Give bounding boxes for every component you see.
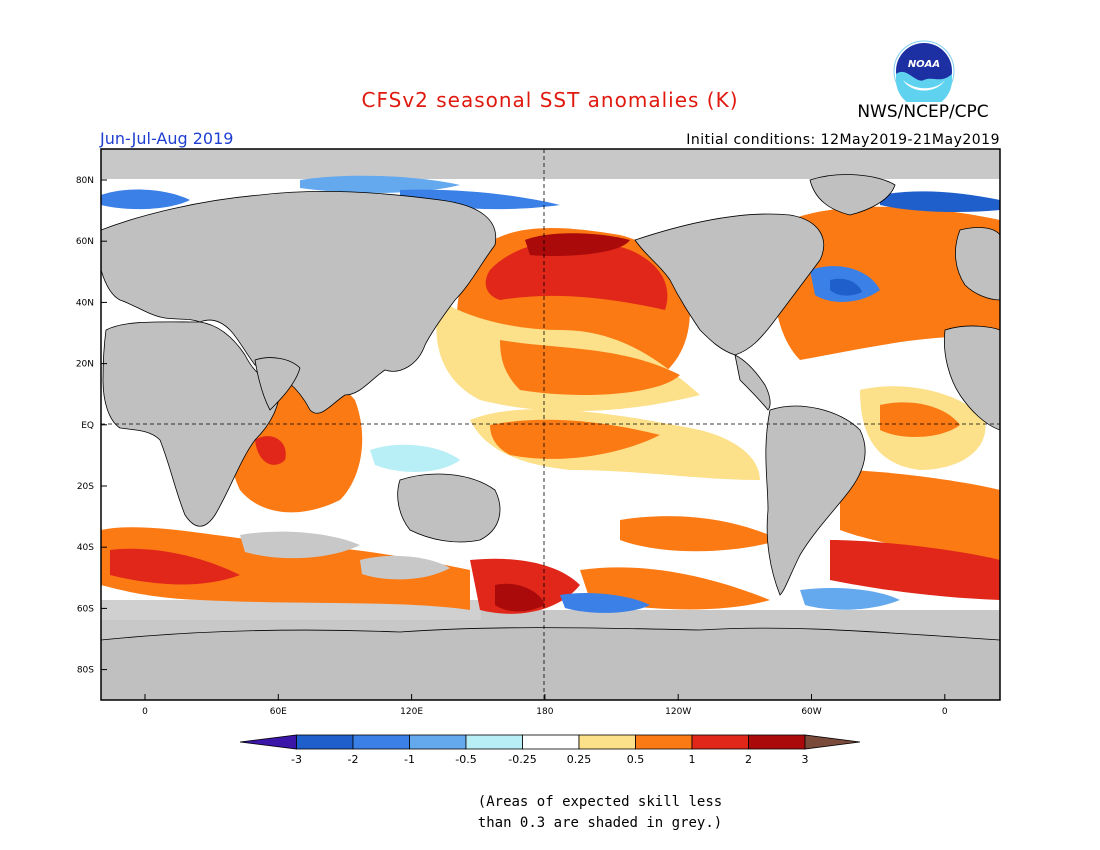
colorbar-label: 2 bbox=[745, 753, 752, 766]
agency-label: NWS/NCEP/CPC bbox=[857, 102, 989, 122]
latitude-axis: 80N 60N 40N 20N EQ 20S 40S 60S 80S bbox=[76, 176, 107, 676]
colorbar-segment bbox=[691, 734, 749, 750]
colorbar-segment bbox=[409, 734, 467, 750]
colorbar-segment bbox=[578, 734, 636, 750]
colorbar-label: -1 bbox=[404, 753, 415, 766]
colorbar-segment bbox=[352, 734, 410, 750]
colorbar-min-arrow bbox=[239, 734, 297, 750]
lat-label: 80N bbox=[76, 176, 94, 186]
skill-note: (Areas of expected skill less than 0.3 a… bbox=[420, 792, 780, 834]
lat-label: 60S bbox=[77, 604, 94, 614]
lon-label: 180 bbox=[536, 707, 553, 717]
lon-label: 0 bbox=[142, 707, 148, 717]
map-field bbox=[101, 149, 1000, 700]
lon-label: 60W bbox=[801, 707, 821, 717]
land-masses bbox=[101, 174, 1000, 700]
colorbar-label: -3 bbox=[291, 753, 302, 766]
longitude-axis: 0 60E 120E 180 120W 60W 0 bbox=[142, 694, 948, 717]
lon-label: 60E bbox=[270, 707, 287, 717]
season-label: Jun-Jul-Aug 2019 bbox=[100, 129, 234, 148]
colorbar-segment bbox=[635, 734, 693, 750]
colorbar-segment bbox=[748, 734, 806, 750]
lat-label: 20N bbox=[76, 360, 94, 370]
lon-label: 0 bbox=[942, 707, 948, 717]
lat-label: 40S bbox=[77, 543, 94, 553]
noaa-logo: NOAA bbox=[893, 40, 955, 102]
lat-label: 20S bbox=[77, 482, 94, 492]
lat-label: 80S bbox=[77, 666, 94, 676]
lat-label: EQ bbox=[81, 421, 94, 431]
colorbar-label: 1 bbox=[689, 753, 696, 766]
skill-note-line-1: (Areas of expected skill less bbox=[477, 794, 723, 810]
colorbar-label: -0.5 bbox=[455, 753, 476, 766]
colorbar-label: 3 bbox=[802, 753, 809, 766]
lon-label: 120E bbox=[400, 707, 423, 717]
colorbar-segment bbox=[296, 734, 354, 750]
colorbar: -3 -2 -1 -0.5 -0.25 0.25 0.5 1 2 3 bbox=[239, 734, 861, 766]
logo-text: NOAA bbox=[908, 59, 940, 70]
colorbar-segment bbox=[465, 734, 523, 750]
colorbar-segment bbox=[522, 734, 580, 750]
colorbar-label: -2 bbox=[348, 753, 359, 766]
colorbar-label: -0.25 bbox=[508, 753, 536, 766]
lon-label: 120W bbox=[665, 707, 691, 717]
lat-label: 40N bbox=[76, 298, 94, 308]
colorbar-max-arrow bbox=[804, 734, 861, 750]
skill-note-line-2: than 0.3 are shaded in grey.) bbox=[477, 815, 723, 831]
lat-label: 60N bbox=[76, 237, 94, 247]
colorbar-label: 0.25 bbox=[567, 753, 592, 766]
initial-conditions: Initial conditions: 12May2019-21May2019 bbox=[686, 132, 1000, 148]
map-title: CFSv2 seasonal SST anomalies (K) bbox=[361, 88, 739, 112]
colorbar-label: 0.5 bbox=[627, 753, 645, 766]
